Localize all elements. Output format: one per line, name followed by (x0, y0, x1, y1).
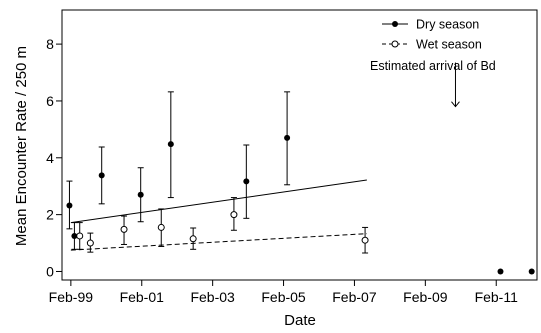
x-tick-label: Feb-01 (120, 289, 165, 305)
wet-season-point (189, 235, 197, 243)
wet-season-point (157, 223, 165, 231)
bd-annotation-text: Estimated arrival of Bd (370, 59, 496, 73)
dry-season-point (98, 172, 105, 179)
y-axis: 0 2 4 6 8 (46, 36, 62, 279)
x-tick-label: Feb-11 (475, 289, 519, 305)
bd-arrow-head (451, 101, 460, 108)
y-tick-label: 2 (46, 207, 54, 223)
legend: Dry season Wet season (382, 18, 482, 52)
x-tick-label: Feb-99 (49, 289, 94, 305)
wet-season-point (76, 232, 84, 240)
wet-season-point (120, 225, 128, 233)
bd-arrow-icon (451, 62, 460, 108)
dry-season-trend-line (70, 179, 367, 224)
dry-season-point (243, 178, 250, 185)
x-tick-label: Feb-09 (403, 289, 448, 305)
legend-dry-label: Dry season (416, 18, 479, 32)
trend-lines (70, 179, 367, 251)
legend-wet-label: Wet season (416, 38, 482, 52)
y-tick-label: 8 (46, 36, 54, 52)
dry-season-point (528, 268, 535, 275)
y-tick-label: 4 (46, 150, 54, 166)
x-tick-label: Feb-07 (332, 289, 377, 305)
data-markers (66, 134, 535, 275)
legend-wet-marker (391, 40, 399, 48)
dry-season-point (167, 141, 174, 148)
wet-season-trend-line (70, 233, 367, 251)
error-bars (66, 91, 369, 254)
legend-dry-marker (392, 21, 398, 27)
dry-season-point (284, 134, 291, 141)
dry-season-point (497, 268, 504, 275)
wet-season-point (361, 236, 369, 244)
y-axis-label: Mean Encounter Rate / 250 m (13, 46, 30, 246)
wet-season-point (86, 239, 94, 247)
wet-season-point (230, 211, 238, 219)
dry-season-point (71, 232, 78, 239)
y-tick-label: 6 (46, 93, 54, 109)
x-axis: Feb-99 Feb-01 Feb-03 Feb-05 Feb-07 Feb-09 Feb-… (49, 280, 518, 305)
x-axis-label: Date (284, 312, 316, 329)
x-tick-label: Feb-05 (261, 289, 306, 305)
bd-annotation: Estimated arrival of Bd (370, 59, 496, 108)
dry-season-point (66, 202, 73, 209)
x-tick-label: Feb-03 (190, 289, 235, 305)
dry-season-point (137, 191, 144, 198)
plot-frame (61, 9, 538, 281)
y-tick-label: 0 (46, 263, 54, 279)
